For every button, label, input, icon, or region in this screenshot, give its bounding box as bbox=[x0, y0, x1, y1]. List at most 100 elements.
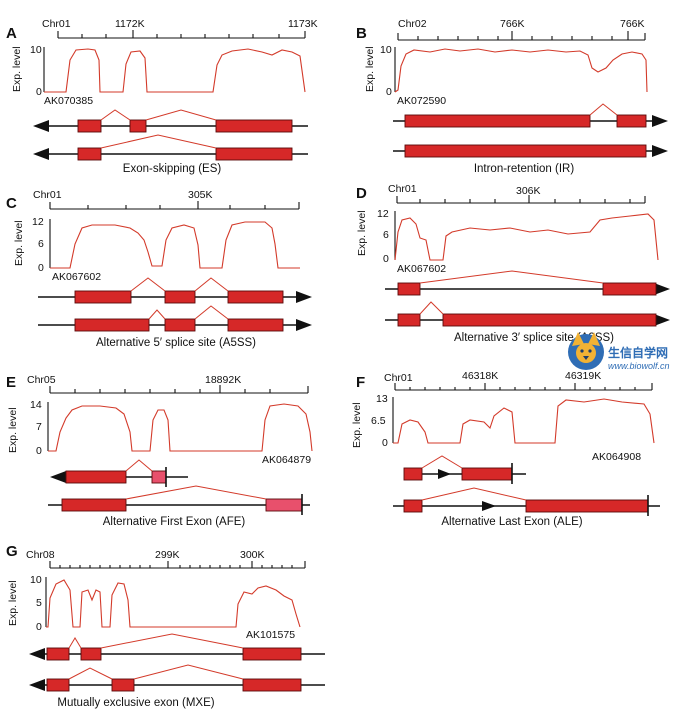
panel-g-expression-trace bbox=[46, 579, 301, 628]
panel-e-ytick-max: 14 bbox=[30, 399, 42, 411]
panel-a-accession: AK070385 bbox=[44, 95, 93, 107]
panel-b-isoform-1 bbox=[393, 103, 668, 128]
panel-g-isoform-1 bbox=[29, 633, 325, 661]
panel-b-coordinate-axis bbox=[397, 31, 646, 41]
panel-a-y-axis-label: Exp. level bbox=[11, 46, 23, 92]
panel-b-caption: Intron-retention (IR) bbox=[474, 163, 575, 175]
panel-a-coordinate-axis bbox=[57, 30, 306, 39]
panel-d-y-axis-label: Exp. level bbox=[356, 210, 368, 256]
panel-c-expression-trace bbox=[50, 221, 300, 269]
panel-g-letter: G bbox=[6, 543, 18, 560]
panel-f: F Chr01 46318K 46319K Exp. level 13 6.5 … bbox=[351, 370, 660, 528]
panel-g: G Chr08 299K 300K Exp. level 10 5 0 AK10… bbox=[6, 543, 325, 709]
panel-a-ytick-zero: 0 bbox=[36, 86, 42, 98]
panel-c-chromosome: Chr01 bbox=[33, 189, 62, 201]
panel-g-coordinate-axis bbox=[49, 561, 306, 569]
panel-g-ytick-max: 10 bbox=[30, 574, 42, 586]
panel-g-chromosome: Chr08 bbox=[26, 549, 55, 561]
panel-f-tick-label-1: 46318K bbox=[462, 370, 498, 382]
panel-c-ytick-max: 12 bbox=[32, 216, 44, 228]
panel-d-isoform-1 bbox=[385, 270, 670, 296]
panel-c-accession: AK067602 bbox=[52, 271, 101, 283]
panel-e-expression-trace bbox=[48, 403, 313, 452]
panel-e: E Chr05 18892K Exp. level 14 7 0 AK06487… bbox=[6, 374, 313, 528]
panel-e-y-axis-label: Exp. level bbox=[7, 407, 19, 453]
watermark: 生信自学网 www.biowolf.cn bbox=[568, 332, 670, 371]
panel-f-letter: F bbox=[356, 374, 365, 391]
panel-c-ytick-mid: 6 bbox=[38, 238, 44, 250]
panel-e-isoform-1 bbox=[50, 459, 188, 487]
panel-a-tick-label-2: 1173K bbox=[288, 18, 318, 30]
panel-a-caption: Exon-skipping (ES) bbox=[123, 163, 222, 175]
panel-g-tick-label-2: 300K bbox=[240, 549, 265, 561]
panel-a: A Chr01 1172K 1173K Exp. level 10 0 AK07… bbox=[6, 18, 318, 175]
panel-e-accession: AK064879 bbox=[262, 454, 311, 466]
panel-g-ytick-zero: 0 bbox=[36, 621, 42, 633]
panel-f-isoform-1 bbox=[403, 455, 526, 484]
panel-e-letter: E bbox=[6, 374, 16, 391]
panel-d-ytick-mid: 6 bbox=[383, 229, 389, 241]
panel-b-accession: AK072590 bbox=[397, 95, 446, 107]
panel-a-expression-trace bbox=[44, 48, 306, 93]
panel-d-coordinate-axis bbox=[396, 195, 646, 204]
panel-e-chromosome: Chr05 bbox=[27, 374, 56, 386]
panel-c-letter: C bbox=[6, 195, 17, 212]
panel-d-ytick-zero: 0 bbox=[383, 253, 389, 265]
panel-c-isoform-1 bbox=[38, 277, 312, 304]
panel-f-ytick-zero: 0 bbox=[382, 437, 388, 449]
panel-f-accession: AK064908 bbox=[592, 451, 641, 463]
panel-b-letter: B bbox=[356, 25, 367, 42]
panel-d-accession: AK067602 bbox=[397, 263, 446, 275]
panel-g-ytick-mid: 5 bbox=[36, 597, 42, 609]
panel-g-isoform-2 bbox=[29, 664, 325, 692]
panel-e-ytick-zero: 0 bbox=[36, 445, 42, 457]
panel-d-expression-trace bbox=[394, 213, 659, 261]
panel-d: D Chr01 306K Exp. level 12 6 0 AK067602 bbox=[356, 183, 670, 344]
panel-f-ytick-mid: 6.5 bbox=[371, 415, 386, 427]
panel-c: C Chr01 305K Exp. level 12 6 0 AK067602 bbox=[6, 189, 312, 349]
panel-a-isoform-1 bbox=[33, 109, 308, 133]
panel-f-ytick-max: 13 bbox=[376, 393, 388, 405]
panel-b: B Chr02 766K 766K Exp. level 10 0 AK0725… bbox=[356, 18, 668, 175]
panel-f-caption: Alternative Last Exon (ALE) bbox=[441, 516, 582, 528]
panel-c-ytick-zero: 0 bbox=[38, 262, 44, 274]
panel-d-isoform-2 bbox=[385, 301, 670, 327]
panel-f-coordinate-axis bbox=[394, 383, 653, 391]
panel-d-ytick-max: 12 bbox=[377, 208, 389, 220]
panel-g-y-axis-label: Exp. level bbox=[7, 580, 19, 626]
panel-e-ytick-mid: 7 bbox=[36, 421, 42, 433]
panel-g-accession: AK101575 bbox=[246, 629, 295, 641]
panel-e-isoform-2 bbox=[48, 485, 310, 515]
wolf-logo-icon bbox=[568, 332, 604, 370]
panel-d-letter: D bbox=[356, 185, 367, 202]
panel-c-tick-label-1: 305K bbox=[188, 189, 213, 201]
panel-b-ytick-zero: 0 bbox=[386, 86, 392, 98]
watermark-url: www.biowolf.cn bbox=[608, 361, 670, 371]
panel-a-chromosome: Chr01 bbox=[42, 18, 71, 30]
panel-d-chromosome: Chr01 bbox=[388, 183, 417, 195]
panel-c-isoform-2 bbox=[38, 305, 312, 332]
panel-a-ytick-max: 10 bbox=[30, 44, 42, 56]
panel-a-isoform-2 bbox=[33, 134, 308, 161]
panel-f-expression-trace bbox=[393, 398, 655, 444]
panel-g-caption: Mutually exclusive exon (MXE) bbox=[57, 697, 214, 709]
watermark-title: 生信自学网 bbox=[608, 345, 668, 360]
panel-d-tick-label-1: 306K bbox=[516, 185, 541, 197]
panel-a-tick-label-1: 1172K bbox=[115, 18, 145, 30]
panel-f-isoform-2 bbox=[393, 487, 660, 516]
panel-b-y-axis-label: Exp. level bbox=[364, 46, 376, 92]
panel-b-isoform-2 bbox=[393, 144, 668, 158]
panel-e-tick-label-1: 18892K bbox=[205, 374, 241, 386]
panel-e-coordinate-axis bbox=[49, 385, 309, 394]
panel-b-chromosome: Chr02 bbox=[398, 18, 427, 30]
panel-e-caption: Alternative First Exon (AFE) bbox=[103, 516, 246, 528]
panel-b-expression-trace bbox=[394, 48, 648, 93]
panel-b-ytick-max: 10 bbox=[380, 44, 392, 56]
panel-f-y-axis-label: Exp. level bbox=[351, 402, 363, 448]
panel-b-tick-label-1: 766K bbox=[500, 18, 525, 30]
panel-b-tick-label-2: 766K bbox=[620, 18, 645, 30]
panel-f-chromosome: Chr01 bbox=[384, 372, 413, 384]
panel-g-tick-label-1: 299K bbox=[155, 549, 180, 561]
panel-a-letter: A bbox=[6, 25, 17, 42]
